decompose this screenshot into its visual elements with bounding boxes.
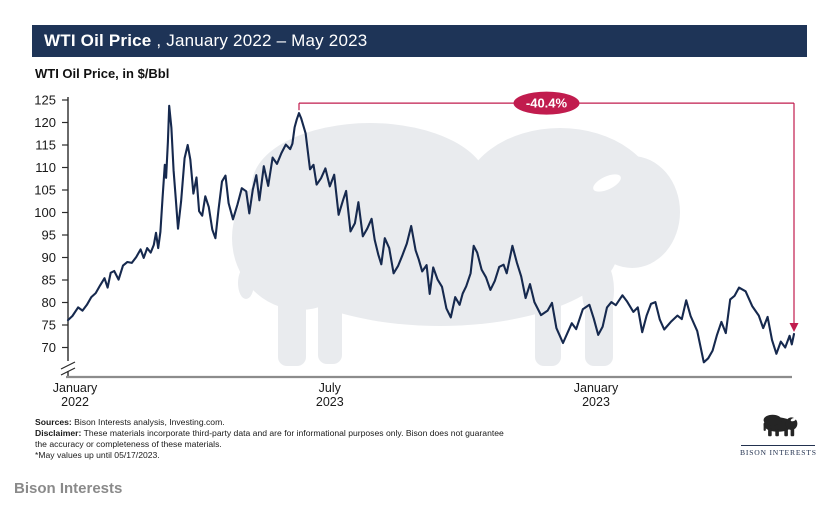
annotation-label: -40.4% xyxy=(526,96,568,111)
disclaimer-label: Disclaimer: xyxy=(35,428,82,438)
disclaimer-text: These materials incorporate third-party … xyxy=(35,428,504,449)
chart-title-bold: WTI Oil Price xyxy=(44,31,152,50)
y-tick-label: 125 xyxy=(34,93,56,108)
y-tick-label: 115 xyxy=(35,138,56,153)
chart-title-rest: , January 2022 – May 2023 xyxy=(151,31,368,50)
price-line xyxy=(66,104,796,364)
sources-label: Sources: xyxy=(35,417,72,427)
footnotes: Sources: Bison Interests analysis, Inves… xyxy=(35,417,513,461)
x-tick-label: January xyxy=(574,381,619,395)
x-tick-label-year: 2023 xyxy=(316,395,344,409)
axis-break-slash xyxy=(60,361,76,370)
price-chart: 707580859095100105110115120125January202… xyxy=(34,91,799,409)
axis-units-label: WTI Oil Price, in $/Bbl xyxy=(35,66,170,81)
bison-logo-icon xyxy=(763,414,798,437)
bison-interests-logo: BISON INTERESTS xyxy=(740,412,816,457)
annotation-arrowhead-icon xyxy=(789,322,799,332)
y-tick-label: 90 xyxy=(42,250,56,265)
logo-divider xyxy=(741,445,815,446)
sources-text: Bison Interests analysis, Investing.com. xyxy=(71,417,225,427)
sources-line: Sources: Bison Interests analysis, Inves… xyxy=(35,417,513,428)
x-tick-label-year: 2022 xyxy=(61,395,89,409)
logo-wordmark: BISON INTERESTS xyxy=(740,448,817,457)
y-tick-label: 70 xyxy=(42,340,56,355)
chart-card: WTI Oil Price , January 2022 – May 2023 … xyxy=(32,25,816,461)
price-line-series xyxy=(66,104,796,364)
decline-annotation: -40.4% xyxy=(298,91,799,332)
footnote-may-values: *May values up until 05/17/2023. xyxy=(35,450,160,460)
y-tick-label: 80 xyxy=(42,295,56,310)
y-tick-label: 75 xyxy=(42,318,56,333)
chart-axes: 707580859095100105110115120125January202… xyxy=(34,93,792,409)
y-tick-label: 110 xyxy=(35,160,56,175)
y-tick-label: 100 xyxy=(34,205,56,220)
x-tick-label: July xyxy=(319,381,342,395)
y-tick-label: 85 xyxy=(42,273,56,288)
page-caption: Bison Interests xyxy=(14,480,123,497)
y-tick-label: 105 xyxy=(34,183,56,198)
axis-break-slash xyxy=(60,367,76,376)
bison-watermark-icon xyxy=(232,123,680,366)
y-tick-label: 95 xyxy=(42,228,56,243)
x-tick-label: January xyxy=(53,381,98,395)
disclaimer-line: Disclaimer: These materials incorporate … xyxy=(35,428,513,450)
y-tick-label: 120 xyxy=(34,115,56,130)
annotation-badge xyxy=(513,91,580,115)
chart-title-bar: WTI Oil Price , January 2022 – May 2023 xyxy=(32,25,807,57)
x-tick-label-year: 2023 xyxy=(582,395,610,409)
